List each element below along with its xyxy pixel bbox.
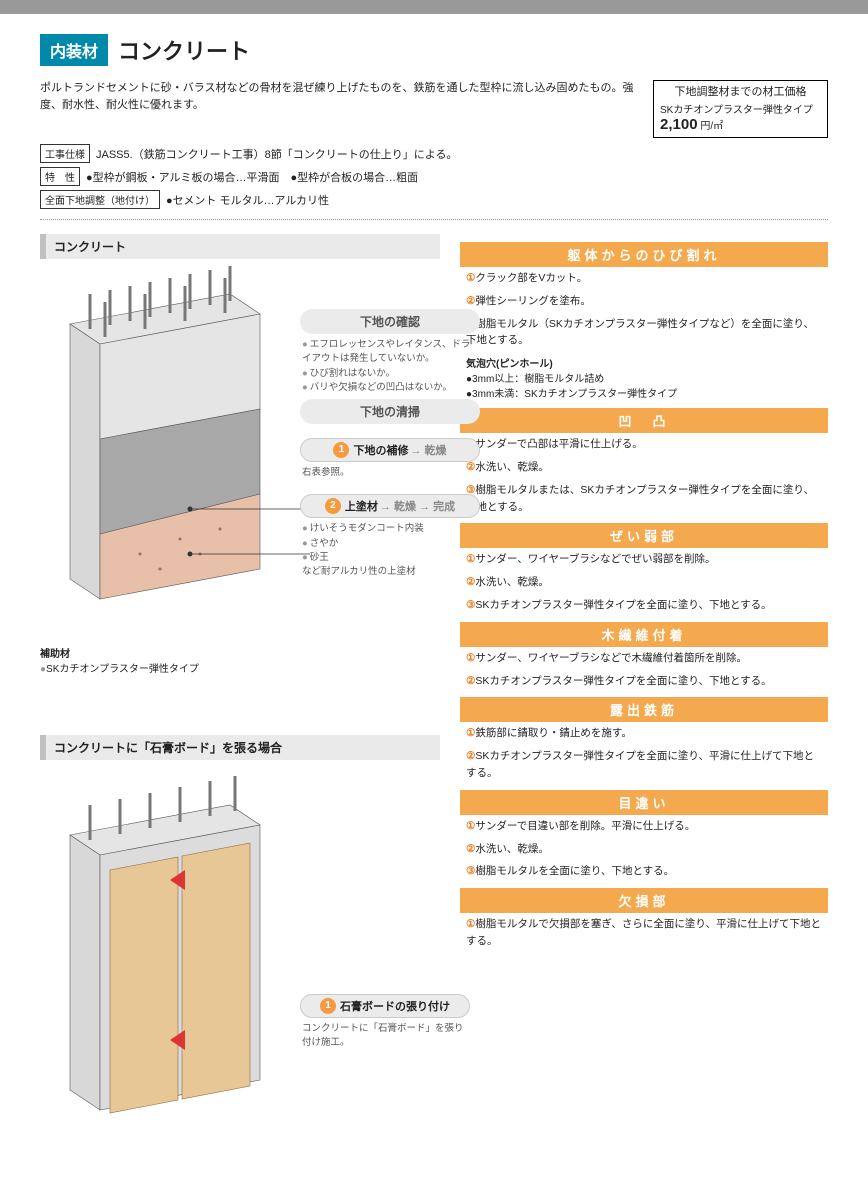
price-value: 2,100 (660, 116, 698, 133)
step1-sub: 右表参照。 (302, 466, 478, 480)
sec2-title: 凹 凸 (460, 408, 828, 433)
s2d: など耐アルカリ性の上塗材 (302, 565, 478, 579)
price-unit: 円/㎡ (700, 121, 723, 132)
price-title: 下地調整材までの材工価格 (660, 83, 821, 99)
right-column: 躯体からのひび割れ ①クラック部をVカット。 ②弾性シーリングを塗布。 ③樹脂モ… (460, 234, 828, 1150)
title-row: 内装材 コンクリート (40, 34, 828, 66)
spec-tag-1: 工事仕様 (40, 144, 90, 163)
gypsum-step1-title: 石膏ボードの張り付け (340, 998, 450, 1014)
sec3-s3: ③SKカチオンプラスター弾性タイプを全面に塗り、下地とする。 (466, 597, 822, 614)
step2-arrow: → 乾燥 → 完成 (380, 498, 455, 514)
callout-check: 下地の確認 (300, 309, 480, 334)
sec7-title: 欠損部 (460, 888, 828, 913)
diagram-gypsum: 1 石膏ボードの張り付け コンクリートに「石膏ボード」を張り付け施工。 (40, 780, 440, 1150)
gypsum-step1-sub: コンクリートに「石膏ボード」を張り付け施工。 (302, 1022, 468, 1051)
aux-title: 補助材 (40, 649, 70, 660)
num-2-icon: 2 (325, 498, 341, 514)
callout-step2: 2 上塗材 → 乾燥 → 完成 (300, 494, 480, 518)
category-badge: 内装材 (40, 34, 108, 66)
sec1-note: 気泡穴(ピンホール) ●3mm以上：樹脂モルタル詰め ●3mm未満：SKカチオン… (466, 355, 822, 400)
sec4-title: 木繊維付着 (460, 622, 828, 647)
num-1-icon: 1 (333, 442, 349, 458)
page: 内装材 コンクリート ポルトランドセメントに砂・バラス材などの骨材を混ぜ練り上げ… (0, 14, 868, 1190)
sec4-s1: ①サンダー、ワイヤーブラシなどで木繊維付着箇所を削除。 (466, 650, 822, 667)
intro-text: ポルトランドセメントに砂・バラス材などの骨材を混ぜ練り上げたものを、鉄筋を通した… (40, 80, 653, 113)
diagram-concrete: 下地の確認 エフロレッセンスやレイタンス、ドライアウトは発生していないか。 ひび… (40, 269, 440, 639)
sec5-s2: ②SKカチオンプラスター弾性タイプを全面に塗り、平滑に仕上げて下地とする。 (466, 748, 822, 782)
sec3-s1: ①サンダー、ワイヤーブラシなどでぜい弱部を削除。 (466, 551, 822, 568)
sec2-s2: ②水洗い、乾燥。 (466, 459, 822, 476)
price-box: 下地調整材までの材工価格 SKカチオンプラスター弾性タイプ 2,100 円/㎡ (653, 80, 828, 138)
step1-arrow: → 乾燥 (410, 442, 446, 458)
step2-list: けいそうモダンコート内装 さやか 砂王 など耐アルカリ性の上塗材 (302, 522, 478, 579)
spec-line-2: 特 性 ●型枠が鋼板・アルミ板の場合…平滑面 ●型枠が合板の場合…粗面 (40, 167, 828, 186)
left-column: コンクリート (40, 234, 440, 1150)
s2c: 砂王 (302, 551, 478, 565)
gypsum-step1: 1 石膏ボードの張り付け (300, 994, 470, 1018)
gypsum-callouts: 1 石膏ボードの張り付け コンクリートに「石膏ボード」を張り付け施工。 (300, 980, 470, 1055)
intro-row: ポルトランドセメントに砂・バラス材などの骨材を混ぜ練り上げたものを、鉄筋を通した… (40, 80, 828, 138)
s2b: さやか (302, 537, 478, 551)
spec-tag-2: 特 性 (40, 167, 80, 186)
spec-text-3: ●セメント モルタル…アルカリ性 (166, 192, 329, 208)
sec6-s2: ②水洗い、乾燥。 (466, 841, 822, 858)
section-gypsum: コンクリートに「石膏ボード」を張る場合 (40, 735, 440, 760)
sec3-title: ぜい弱部 (460, 523, 828, 548)
check-c: バリや欠損などの凹凸はないか。 (302, 381, 478, 395)
step1-title: 下地の補修 (353, 442, 408, 458)
sec3-s2: ②水洗い、乾燥。 (466, 574, 822, 591)
sec2-s3: ③樹脂モルタルまたは、SKカチオンプラスター弾性タイプを全面に塗り、下地とする。 (466, 482, 822, 516)
sec2-s1: ①サンダーで凸部は平滑に仕上げる。 (466, 436, 822, 453)
spec-tag-3: 全面下地調整（地付け） (40, 190, 160, 209)
sec6-title: 目違い (460, 790, 828, 815)
check-b: ひび割れはないか。 (302, 367, 478, 381)
sec4-s2: ②SKカチオンプラスター弾性タイプを全面に塗り、下地とする。 (466, 673, 822, 690)
sec6-s1: ①サンダーで目違い部を削除。平滑に仕上げる。 (466, 818, 822, 835)
sec1-title: 躯体からのひび割れ (460, 242, 828, 267)
callouts: 下地の確認 エフロレッセンスやレイタンス、ドライアウトは発生していないか。 ひび… (300, 309, 480, 583)
columns: コンクリート (40, 234, 828, 1150)
spec-line-3: 全面下地調整（地付け） ●セメント モルタル…アルカリ性 (40, 190, 828, 209)
sec5-title: 露出鉄筋 (460, 697, 828, 722)
check-a: エフロレッセンスやレイタンス、ドライアウトは発生していないか。 (302, 338, 478, 367)
check-list: エフロレッセンスやレイタンス、ドライアウトは発生していないか。 ひび割れはないか… (302, 338, 478, 395)
sec5-s1: ①鉄筋部に錆取り・錆止めを施す。 (466, 725, 822, 742)
sec7-s1: ①樹脂モルタルで欠損部を塞ぎ、さらに全面に塗り、平滑に仕上げて下地とする。 (466, 916, 822, 950)
gypsum-3d-icon (50, 790, 280, 1120)
wall-3d-icon (50, 279, 280, 609)
aux-text: SKカチオンプラスター弾性タイプ (46, 664, 199, 675)
divider (40, 219, 828, 220)
price-sub: SKカチオンプラスター弾性タイプ (660, 101, 821, 116)
sec1-s1: ①クラック部をVカット。 (466, 270, 822, 287)
aux-material: 補助材 ●SKカチオンプラスター弾性タイプ (40, 645, 440, 675)
spec-text-2: ●型枠が鋼板・アルミ板の場合…平滑面 ●型枠が合板の場合…粗面 (86, 169, 418, 185)
sec1-s2: ②弾性シーリングを塗布。 (466, 293, 822, 310)
sec1-s3: ③樹脂モルタル（SKカチオンプラスター弾性タイプなど）を全面に塗り、下地とする。 (466, 316, 822, 350)
gypsum-num-1-icon: 1 (320, 998, 336, 1014)
page-title: コンクリート (118, 34, 250, 66)
step2-title: 上塗材 (345, 498, 378, 514)
spec-line-1: 工事仕様 JASS5.（鉄筋コンクリート工事）8節「コンクリートの仕上り」による… (40, 144, 828, 163)
s2a: けいそうモダンコート内装 (302, 522, 478, 536)
spec-text-1: JASS5.（鉄筋コンクリート工事）8節「コンクリートの仕上り」による。 (96, 146, 457, 162)
callout-clean: 下地の清掃 (300, 399, 480, 424)
callout-step1: 1 下地の補修 → 乾燥 (300, 438, 480, 462)
sec6-s3: ③樹脂モルタルを全面に塗り、下地とする。 (466, 863, 822, 880)
section-concrete: コンクリート (40, 234, 440, 259)
top-bar (0, 0, 868, 14)
